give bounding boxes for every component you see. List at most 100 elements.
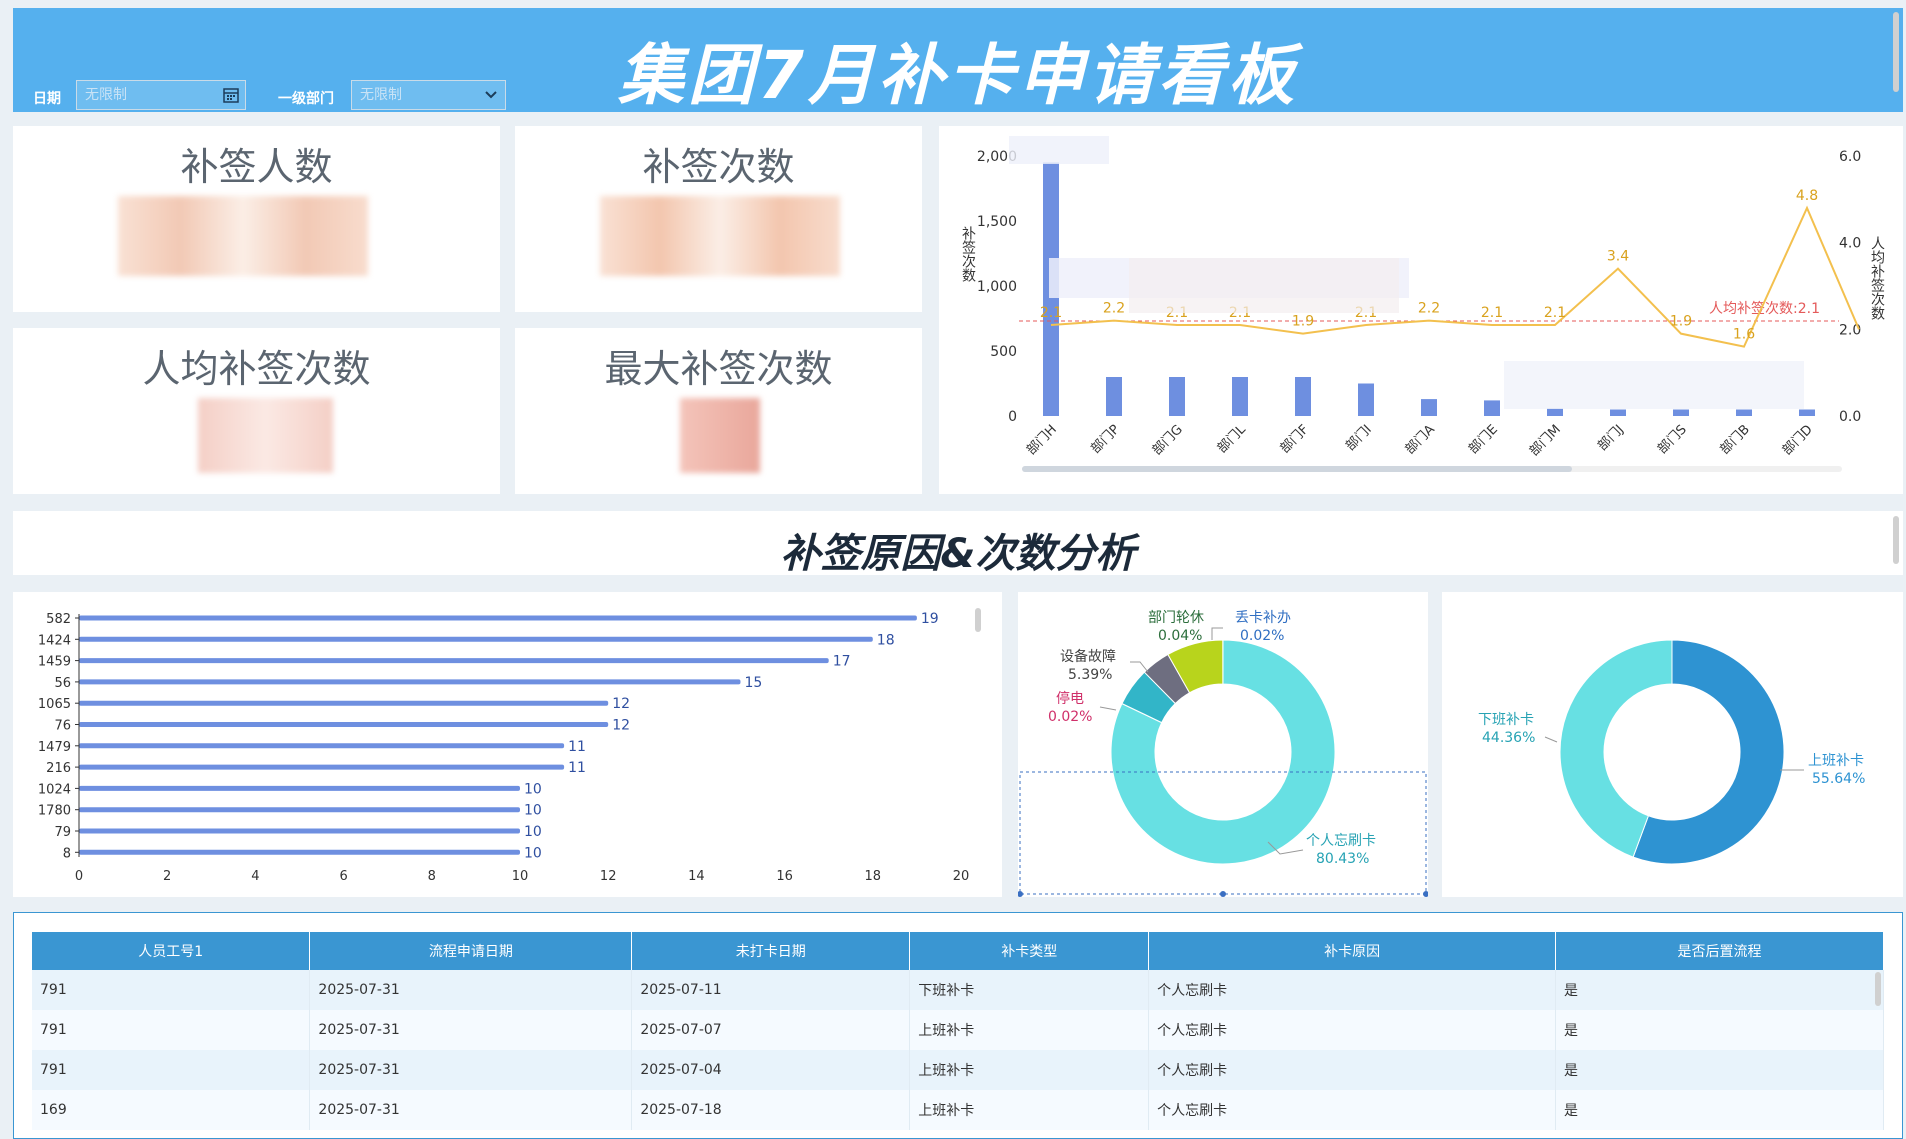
x-tick-label: 14 bbox=[688, 869, 705, 884]
bar[interactable] bbox=[1421, 399, 1437, 416]
pct-on-duty-card: 55.64% bbox=[1812, 771, 1865, 787]
kpi-card-average: 人均补签次数 bbox=[13, 328, 500, 494]
bar[interactable] bbox=[79, 722, 609, 727]
bar[interactable] bbox=[79, 679, 741, 685]
table-cell: 个人忘刷卡 bbox=[1148, 1010, 1557, 1050]
bar[interactable] bbox=[1358, 383, 1374, 417]
line-value-label: 2.1 bbox=[1544, 305, 1566, 321]
table-cell: 个人忘刷卡 bbox=[1148, 970, 1557, 1010]
resize-handle[interactable] bbox=[1423, 891, 1429, 897]
bar[interactable] bbox=[1106, 377, 1122, 416]
bar[interactable] bbox=[79, 700, 609, 706]
date-filter-input[interactable]: 无限制 bbox=[76, 80, 246, 110]
bar[interactable] bbox=[1610, 409, 1626, 417]
table-cell: 2025-07-31 bbox=[309, 1050, 633, 1090]
donut-slice[interactable] bbox=[1559, 639, 1673, 858]
resize-handle[interactable] bbox=[1220, 891, 1226, 897]
bar[interactable] bbox=[79, 828, 520, 834]
leader-line bbox=[1099, 706, 1117, 711]
bar[interactable] bbox=[79, 807, 520, 813]
bar-value-label: 10 bbox=[524, 845, 542, 861]
resize-handle[interactable] bbox=[1017, 891, 1023, 897]
bar[interactable] bbox=[1799, 409, 1815, 417]
calendar-icon[interactable] bbox=[223, 81, 239, 112]
column-header[interactable]: 流程申请日期 bbox=[309, 932, 633, 970]
x-tick-label: 部门A bbox=[1403, 422, 1438, 457]
label-dept-rest: 部门轮休 bbox=[1148, 610, 1204, 626]
table-header-row: 人员工号1 流程申请日期 未打卡日期 补卡类型 补卡原因 是否后置流程 bbox=[32, 932, 1884, 970]
table-scrollbar[interactable] bbox=[1875, 972, 1881, 1006]
table-row[interactable]: 791 2025-07-31 2025-07-07 上班补卡 个人忘刷卡 是 bbox=[32, 1010, 1884, 1050]
dept-combo-chart-panel: 2,000 1,500 1,000 500 0 6.0 4.0 2.0 0.0 补签次数 人均… bbox=[939, 126, 1903, 494]
y-left-tick-label: 500 bbox=[990, 344, 1017, 360]
pct-device-fault: 5.39% bbox=[1068, 667, 1112, 683]
bar[interactable] bbox=[79, 785, 520, 791]
line-value-label: 2.2 bbox=[1418, 301, 1440, 317]
line-value-label: 4.8 bbox=[1796, 188, 1818, 204]
y-left-tick-label: 2,000 bbox=[977, 149, 1017, 165]
table-cell: 2025-07-04 bbox=[631, 1050, 911, 1090]
column-header[interactable]: 补卡原因 bbox=[1148, 932, 1557, 970]
x-tick-label: 部门E bbox=[1466, 422, 1501, 457]
bar-value-label: 17 bbox=[833, 654, 851, 670]
section-banner: 补签原因&次数分析 bbox=[13, 511, 1903, 577]
x-tick-label: 18 bbox=[865, 869, 882, 884]
y-tick-label: 76 bbox=[54, 719, 71, 734]
table-row[interactable]: 169 2025-07-31 2025-07-18 上班补卡 个人忘刷卡 是 bbox=[32, 1090, 1884, 1130]
y-right-tick-label: 4.0 bbox=[1839, 236, 1861, 252]
kpi-title: 最大补签次数 bbox=[604, 347, 833, 391]
column-header[interactable]: 补卡类型 bbox=[909, 932, 1150, 970]
table-row[interactable]: 791 2025-07-31 2025-07-04 上班补卡 个人忘刷卡 是 bbox=[32, 1050, 1884, 1090]
bar[interactable] bbox=[79, 764, 565, 770]
bar[interactable] bbox=[1169, 377, 1185, 416]
kpi-title: 补签人数 bbox=[180, 145, 333, 189]
bar-value-label: 11 bbox=[568, 739, 586, 755]
column-header[interactable]: 是否后置流程 bbox=[1555, 932, 1884, 970]
chart-scrollbar[interactable] bbox=[975, 608, 981, 632]
column-header[interactable]: 人员工号1 bbox=[32, 932, 311, 970]
bar[interactable] bbox=[79, 615, 917, 621]
label-power-outage: 停电 bbox=[1056, 690, 1084, 707]
bar[interactable] bbox=[79, 636, 873, 642]
chart-scroll-thumb[interactable] bbox=[1022, 466, 1572, 472]
donut-slice[interactable] bbox=[1110, 639, 1336, 865]
pct-off-duty-card: 44.36% bbox=[1482, 730, 1535, 746]
reasons-donut-chart[interactable]: 部门轮休 0.04% 丢卡补办 0.02% 设备故障 5.39% 停电 0.02… bbox=[1017, 592, 1429, 897]
donut-slice[interactable] bbox=[1632, 639, 1785, 865]
x-tick-label: 部门F bbox=[1278, 422, 1312, 456]
x-tick-label: 部门L bbox=[1215, 422, 1250, 457]
table-cell: 上班补卡 bbox=[909, 1010, 1150, 1050]
x-tick-label: 0 bbox=[75, 869, 83, 884]
bar[interactable] bbox=[79, 849, 520, 855]
table-cell: 是 bbox=[1555, 1050, 1884, 1090]
label-on-duty-card: 上班补卡 bbox=[1808, 753, 1864, 769]
bar[interactable] bbox=[79, 658, 829, 664]
y-tick-label: 1065 bbox=[38, 697, 71, 712]
page-scrollbar[interactable] bbox=[1893, 12, 1899, 92]
y-tick-label: 1479 bbox=[38, 740, 71, 755]
x-tick-label: 12 bbox=[600, 869, 617, 884]
dept-filter-select[interactable]: 无限制 bbox=[351, 80, 506, 110]
bar[interactable] bbox=[1736, 409, 1752, 417]
bar[interactable] bbox=[1673, 409, 1689, 417]
column-header[interactable]: 未打卡日期 bbox=[631, 932, 911, 970]
redaction-block bbox=[1129, 258, 1399, 313]
bar[interactable] bbox=[1484, 400, 1500, 416]
y-right-tick-label: 0.0 bbox=[1839, 409, 1861, 425]
employee-bar-chart-panel: 582 19 1424 18 1459 17 56 15 1065 12 76 12 1479 11 216… bbox=[13, 592, 1002, 897]
bar[interactable] bbox=[1547, 408, 1563, 416]
x-tick-label: 2 bbox=[163, 869, 171, 884]
type-donut-chart[interactable]: 下班补卡 44.36% 上班补卡 55.64% bbox=[1442, 592, 1903, 897]
bar[interactable] bbox=[1295, 377, 1311, 416]
chevron-down-icon[interactable] bbox=[483, 81, 499, 112]
date-filter-label: 日期 bbox=[33, 91, 61, 107]
y-tick-label: 582 bbox=[46, 612, 71, 627]
bar[interactable] bbox=[79, 743, 565, 749]
section-scrollbar[interactable] bbox=[1893, 516, 1899, 564]
bar-value-label: 18 bbox=[877, 632, 895, 648]
label-off-duty-card: 下班补卡 bbox=[1478, 712, 1534, 728]
table-cell: 个人忘刷卡 bbox=[1148, 1050, 1557, 1090]
bar[interactable] bbox=[1232, 377, 1248, 416]
table-cell: 2025-07-31 bbox=[309, 970, 633, 1010]
table-row[interactable]: 791 2025-07-31 2025-07-11 下班补卡 个人忘刷卡 是 bbox=[32, 970, 1884, 1010]
